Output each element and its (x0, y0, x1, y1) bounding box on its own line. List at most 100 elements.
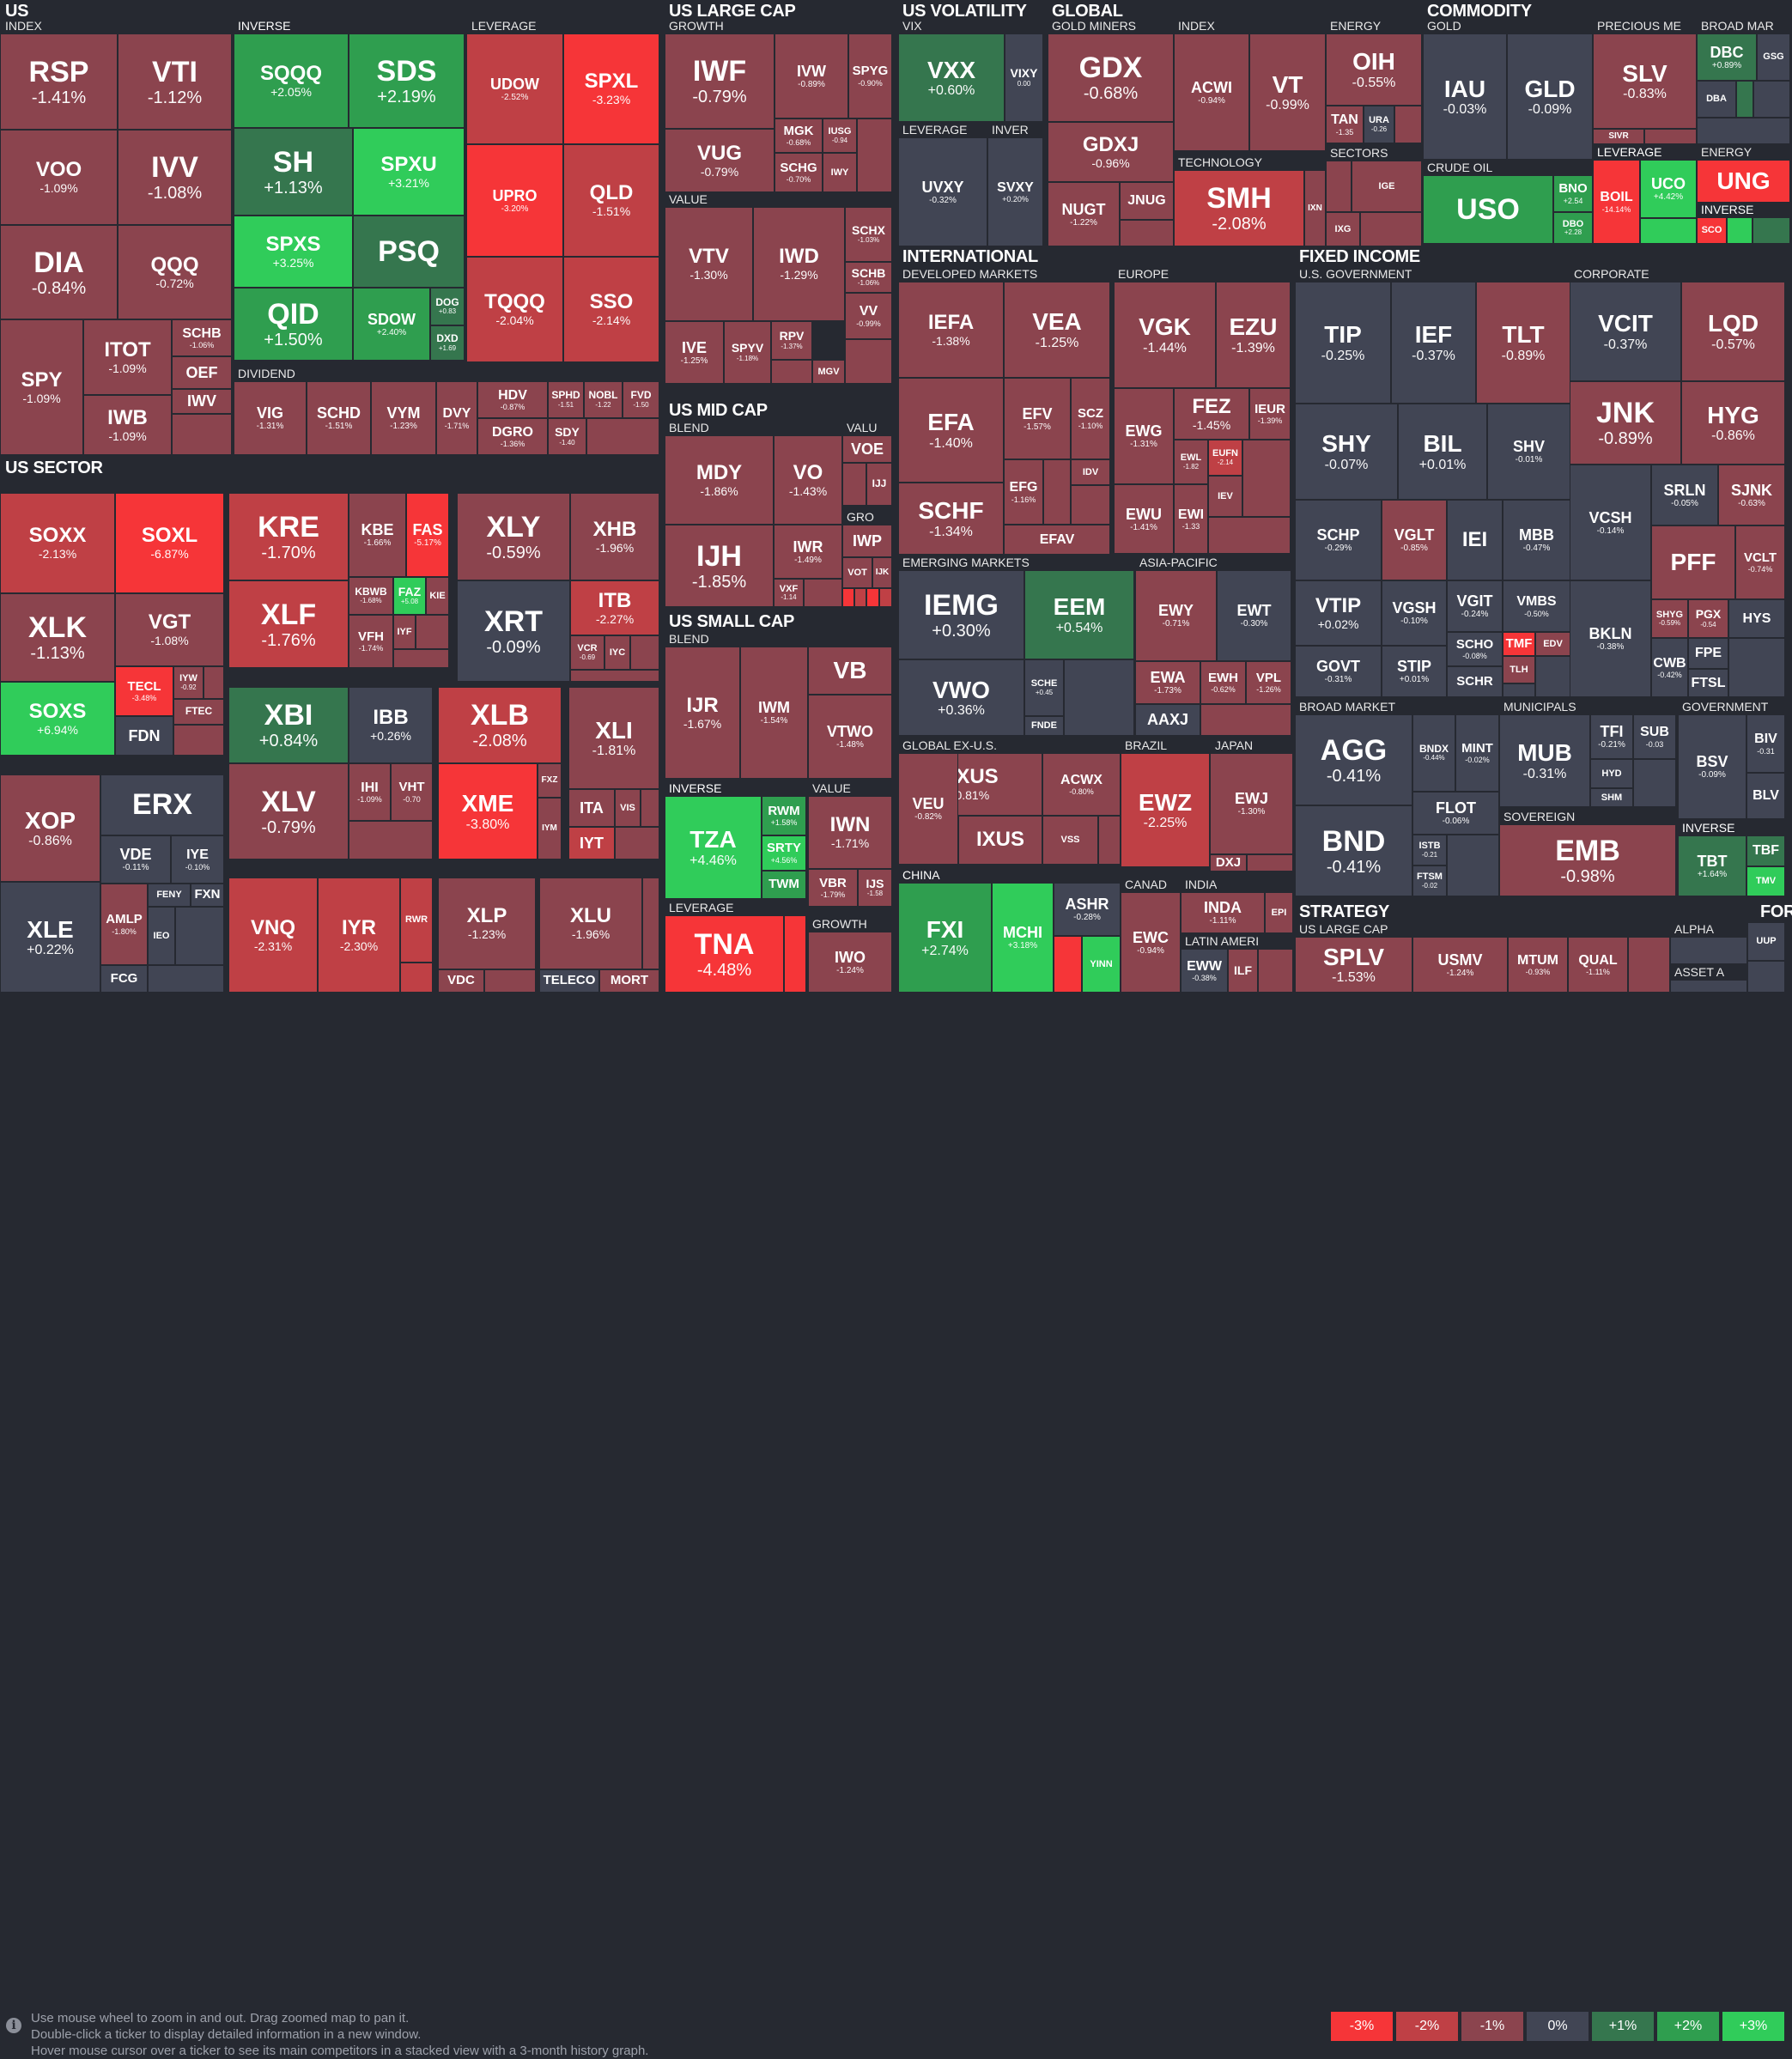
ticker-tile-vnq[interactable]: VNQ -2.31% (228, 878, 318, 993)
ticker-tile-sub[interactable]: SUB -0.03 (1633, 714, 1676, 759)
ticker-tile-ewt[interactable]: EWT -0.30% (1217, 570, 1291, 661)
ticker-tile-ewc[interactable]: EWC -0.94% (1121, 892, 1181, 993)
ticker-tile-schf[interactable]: SCHF -1.34% (898, 483, 1004, 555)
ticker-tile-iemg[interactable]: IEMG +0.30% (898, 570, 1024, 659)
ticker-tile-iym[interactable]: IYM (538, 798, 562, 859)
ticker-tile-ewa[interactable]: EWA -1.73% (1135, 661, 1200, 704)
ticker-tile-scz[interactable]: SCZ -1.10% (1071, 378, 1110, 459)
ticker-tile-cwb[interactable]: CWB -0.42% (1651, 638, 1688, 697)
ticker-tile-unlabeled[interactable] (175, 907, 224, 965)
ticker-tile-biv[interactable]: BIV -0.31 (1746, 714, 1785, 773)
ticker-tile-kie[interactable]: KIE (426, 577, 449, 615)
ticker-tile-vxx[interactable]: VXX +0.60% (898, 33, 1005, 122)
ticker-tile-ijh[interactable]: IJH -1.85% (665, 525, 774, 607)
ticker-tile-unlabeled[interactable] (784, 915, 806, 993)
ticker-tile-dvy[interactable]: DVY -1.71% (436, 381, 477, 455)
ticker-tile-xlb[interactable]: XLB -2.08% (438, 687, 562, 763)
ticker-tile-eufn[interactable]: EUFN -2.14 (1208, 440, 1242, 476)
ticker-tile-nugt[interactable]: NUGT -1.22% (1048, 182, 1120, 246)
ticker-tile-xle[interactable]: XLE +0.22% (0, 882, 100, 993)
ticker-tile-vb[interactable]: VB (808, 647, 892, 695)
ticker-tile-ewy[interactable]: EWY -0.71% (1135, 570, 1217, 661)
ticker-tile-unlabeled[interactable] (771, 360, 812, 384)
ticker-tile-epi[interactable]: EPI (1265, 892, 1293, 933)
ticker-tile-efv[interactable]: EFV -1.57% (1004, 378, 1071, 459)
ticker-tile-vcr[interactable]: VCR -0.69 (570, 635, 604, 670)
ticker-tile-unlabeled[interactable] (879, 588, 892, 607)
ticker-tile-xme[interactable]: XME -3.80% (438, 763, 538, 859)
ticker-tile-ihi[interactable]: IHI -1.09% (349, 763, 391, 821)
ticker-tile-tlt[interactable]: TLT -0.89% (1476, 282, 1570, 404)
ticker-tile-rpv[interactable]: RPV -1.37% (771, 321, 812, 360)
ticker-tile-xly[interactable]: XLY -0.59% (457, 493, 570, 580)
ticker-tile-qid[interactable]: QID +1.50% (234, 288, 353, 361)
ticker-tile-ijr[interactable]: IJR -1.67% (665, 647, 740, 779)
ticker-tile-rsp[interactable]: RSP -1.41% (0, 33, 118, 130)
ticker-tile-unlabeled[interactable] (148, 965, 224, 993)
ticker-tile-bnd[interactable]: BND -0.41% (1295, 805, 1412, 896)
ticker-tile-unlabeled[interactable] (1208, 517, 1291, 554)
ticker-tile-vig[interactable]: VIG -1.31% (234, 381, 307, 455)
ticker-tile-unlabeled[interactable] (1644, 129, 1697, 144)
ticker-tile-erx[interactable]: ERX (100, 774, 224, 835)
ticker-tile-unlabeled[interactable] (1633, 759, 1676, 807)
ticker-tile-itb[interactable]: ITB -2.27% (570, 580, 659, 635)
ticker-tile-unlabeled[interactable] (173, 725, 224, 756)
ticker-tile-unlabeled[interactable] (1697, 118, 1790, 144)
ticker-tile-iyw[interactable]: IYW -0.92 (173, 666, 203, 699)
ticker-tile-gld[interactable]: GLD -0.09% (1507, 33, 1593, 160)
ticker-tile-kre[interactable]: KRE -1.70% (228, 493, 349, 580)
ticker-tile-iei[interactable]: IEI (1447, 500, 1503, 580)
ticker-tile-iwd[interactable]: IWD -1.29% (753, 207, 845, 321)
ticker-tile-sqqq[interactable]: SQQQ +2.05% (234, 33, 349, 128)
ticker-tile-unlabeled[interactable] (842, 463, 866, 506)
ticker-tile-rwr[interactable]: RWR (400, 878, 433, 963)
ticker-tile-ixg[interactable]: IXG (1326, 212, 1360, 246)
ticker-tile-vpl[interactable]: VPL -1.26% (1246, 661, 1291, 704)
ticker-tile-ftsm[interactable]: FTSM -0.02 (1412, 866, 1447, 896)
ticker-tile-spxu[interactable]: SPXU +3.21% (353, 128, 465, 216)
ticker-tile-iwr[interactable]: IWR -1.49% (774, 525, 842, 579)
ticker-tile-unlabeled[interactable] (1054, 936, 1082, 993)
ticker-tile-uvxy[interactable]: UVXY -0.32% (898, 137, 987, 246)
ticker-tile-unlabeled[interactable] (393, 649, 449, 668)
ticker-tile-tna[interactable]: TNA -4.48% (665, 915, 784, 993)
ticker-tile-vgit[interactable]: VGIT -0.24% (1447, 580, 1503, 632)
ticker-tile-ewi[interactable]: EWI -1.33 (1174, 484, 1208, 554)
ticker-tile-srln[interactable]: SRLN -0.05% (1651, 465, 1718, 525)
ticker-tile-ftsl[interactable]: FTSL (1688, 669, 1728, 697)
ticker-tile-ieo[interactable]: IEO (148, 907, 175, 965)
ticker-tile-vmbs[interactable]: VMBS -0.50% (1503, 580, 1570, 632)
ticker-tile-ura[interactable]: URA -0.26 (1364, 106, 1394, 143)
ticker-tile-gsg[interactable]: GSG (1757, 33, 1790, 81)
ticker-tile-unlabeled[interactable] (642, 878, 659, 969)
ticker-tile-mgv[interactable]: MGV (812, 360, 845, 384)
ticker-tile-iwb[interactable]: IWB -1.09% (83, 395, 172, 455)
ticker-tile-unlabeled[interactable] (1200, 704, 1291, 736)
ticker-tile-spy[interactable]: SPY -1.09% (0, 319, 83, 455)
ticker-tile-ewu[interactable]: EWU -1.41% (1114, 484, 1174, 554)
ticker-tile-vti[interactable]: VTI -1.12% (118, 33, 232, 130)
ticker-tile-unlabeled[interactable] (1535, 656, 1570, 697)
ticker-tile-unlabeled[interactable] (586, 418, 659, 455)
ticker-tile-mtum[interactable]: MTUM -0.93% (1508, 937, 1568, 993)
ticker-tile-unlabeled[interactable] (1728, 638, 1785, 697)
ticker-tile-spxs[interactable]: SPXS +3.25% (234, 216, 353, 288)
ticker-tile-iusg[interactable]: IUSG -0.94 (823, 118, 857, 153)
ticker-tile-bsv[interactable]: BSV -0.09% (1678, 714, 1746, 819)
ticker-tile-upro[interactable]: UPRO -3.20% (466, 144, 563, 257)
ticker-tile-unlabeled[interactable] (203, 666, 224, 699)
ticker-tile-unlabeled[interactable] (1242, 440, 1291, 517)
ticker-tile-hys[interactable]: HYS (1728, 599, 1785, 638)
ticker-tile-idv[interactable]: IDV (1071, 459, 1110, 485)
ticker-tile-dxj[interactable]: DXJ (1210, 854, 1247, 872)
ticker-tile-xhb[interactable]: XHB -1.96% (570, 493, 659, 580)
ticker-tile-bil[interactable]: BIL +0.01% (1398, 404, 1487, 500)
ticker-tile-amlp[interactable]: AMLP -1.80% (100, 884, 148, 965)
ticker-tile-itot[interactable]: ITOT -1.09% (83, 319, 172, 395)
ticker-tile-fnde[interactable]: FNDE (1024, 716, 1064, 736)
ticker-tile-sh[interactable]: SH +1.13% (234, 128, 353, 216)
ticker-tile-flot[interactable]: FLOT -0.06% (1412, 792, 1499, 835)
ticker-tile-unlabeled[interactable] (1394, 106, 1422, 143)
ticker-tile-vug[interactable]: VUG -0.79% (665, 129, 775, 192)
